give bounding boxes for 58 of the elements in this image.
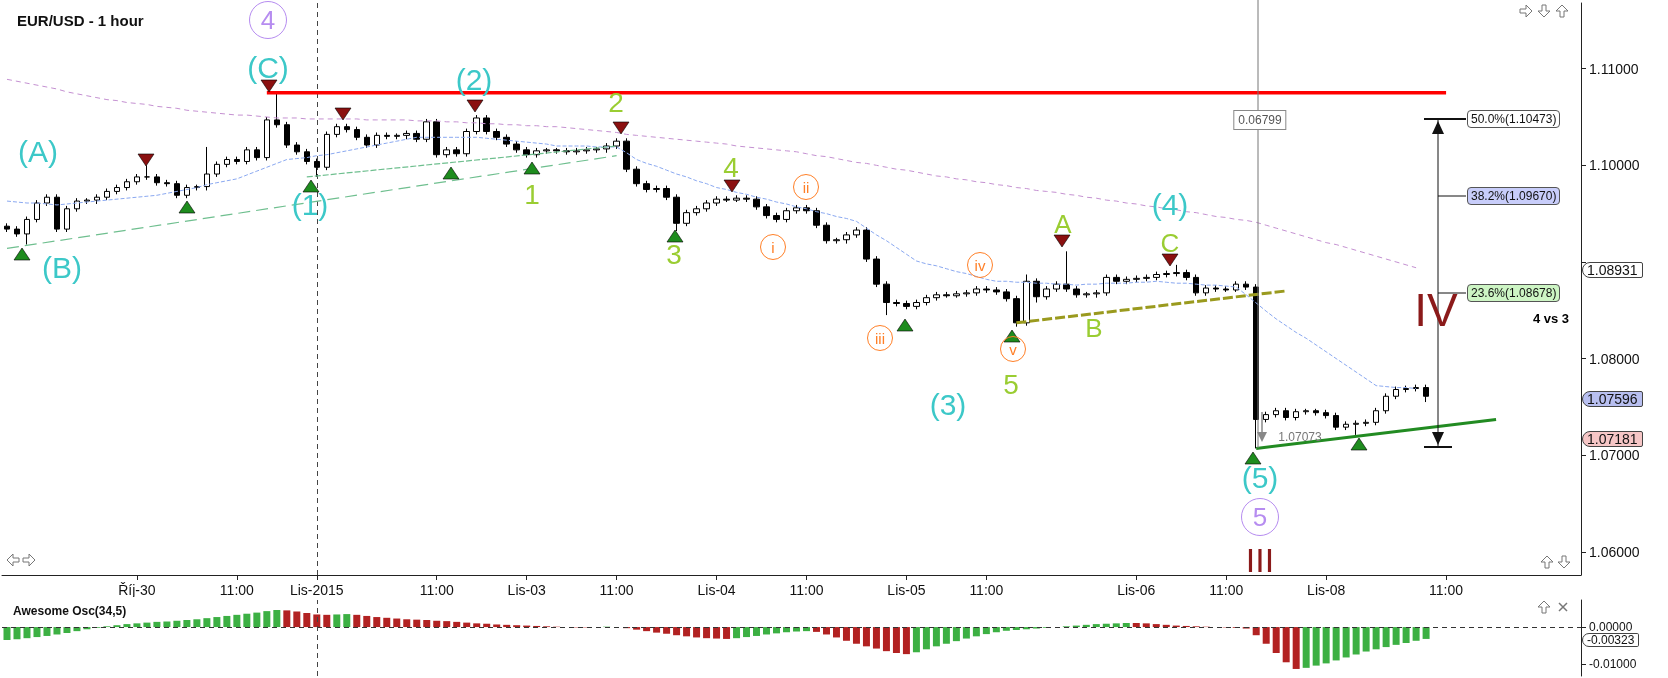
- x-tick-label: Lis-2015: [289, 582, 344, 598]
- annotation: 4 vs 3: [1532, 310, 1570, 326]
- annotation: v: [1000, 336, 1026, 362]
- annotation: 50.0%(1.10473): [1467, 110, 1561, 128]
- annotation: i: [760, 234, 786, 260]
- annotation: III: [1245, 541, 1275, 579]
- x-tick-label: Říj-30: [118, 582, 156, 598]
- x-tick-label: Lis-04: [697, 582, 736, 598]
- text: 1.08931: [1582, 262, 1643, 278]
- annotation: 4: [723, 152, 739, 183]
- annotation: IV: [1414, 284, 1458, 336]
- annotation: 4: [249, 1, 287, 39]
- text: 1.07181: [1582, 431, 1643, 447]
- annotation: (B): [42, 251, 82, 284]
- x-tick-label: Lis-06: [1117, 582, 1156, 598]
- x-tick-label: 11:00: [1429, 582, 1464, 598]
- annotation: B: [1085, 313, 1103, 343]
- annotation: 2: [608, 87, 624, 118]
- y-tick-label: 1.08000: [1589, 350, 1640, 367]
- annotation: (2): [455, 63, 493, 96]
- x-tick-label: 11:00: [1209, 582, 1244, 598]
- x-tick-label: 11:00: [219, 582, 255, 598]
- y-tick-label: 0.00000: [1589, 620, 1633, 635]
- annotation: (4): [1151, 188, 1189, 221]
- annotation: iii: [867, 325, 893, 351]
- annotation: (1): [291, 188, 329, 221]
- text: 1.07596: [1582, 391, 1643, 407]
- x-tick-label: 11:00: [789, 582, 824, 598]
- annotation: 5: [1241, 498, 1279, 536]
- text: -0.00323: [1582, 633, 1640, 647]
- x-tick-label: Lis-08: [1307, 582, 1346, 598]
- x-tick-label: Lis-03: [507, 582, 546, 598]
- text: EUR/USD - 1 hour: [17, 12, 144, 29]
- annotation: A: [1054, 209, 1072, 239]
- annotation: 3: [666, 239, 682, 270]
- y-tick-label: -0.01000: [1589, 657, 1637, 672]
- x-tick-label: Lis-05: [887, 582, 926, 598]
- y-tick-label: 1.07000: [1589, 447, 1640, 464]
- annotation: (5): [1241, 461, 1279, 495]
- annotation: 23.6%(1.08678): [1467, 284, 1561, 302]
- y-tick-label: 1.10000: [1589, 157, 1640, 174]
- y-tick-label: 1.11000: [1589, 60, 1639, 77]
- x-tick-label: 11:00: [419, 582, 454, 598]
- y-tick-label: 1.06000: [1589, 543, 1640, 560]
- annotation: 38.2%(1.09670): [1467, 187, 1561, 205]
- annotation: (C): [247, 51, 289, 84]
- annotation: 5: [1003, 369, 1019, 400]
- x-tick-label: 11:00: [599, 582, 634, 598]
- annotation: C: [1160, 228, 1180, 258]
- annotation: (3): [929, 388, 967, 421]
- x-tick-label: 11:00: [969, 582, 1004, 598]
- annotation: 0.06799: [1233, 110, 1287, 130]
- annotation: ii: [793, 174, 819, 200]
- annotation: 1.07073: [1278, 430, 1322, 444]
- annotation: 1: [524, 179, 540, 210]
- annotation: iv: [967, 252, 993, 278]
- annotation: (A): [18, 135, 58, 168]
- chart-title: Awesome Osc(34,5): [13, 604, 127, 618]
